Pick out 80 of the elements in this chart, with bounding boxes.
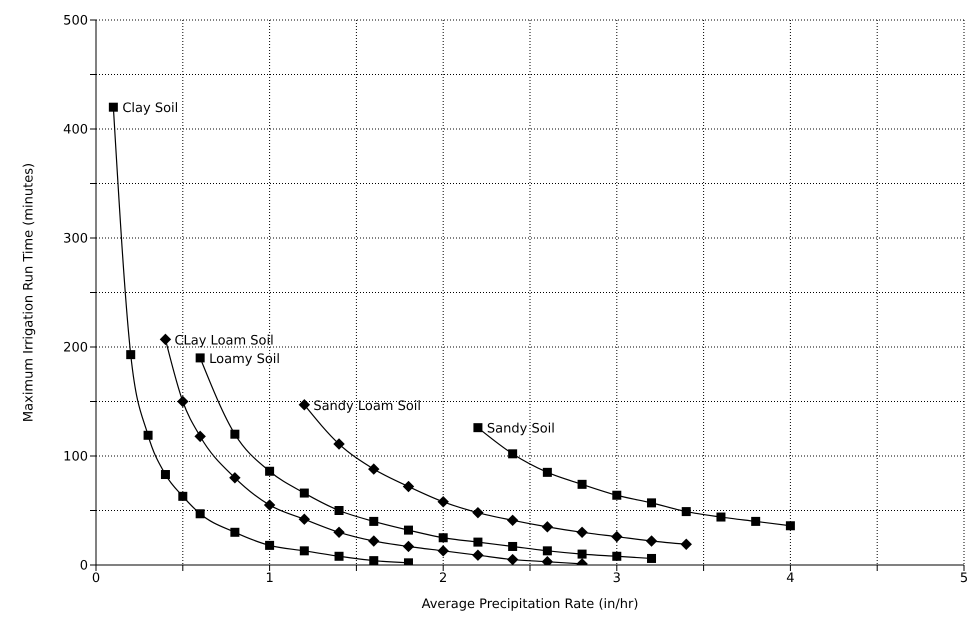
- point: [368, 464, 380, 475]
- point: [334, 552, 344, 561]
- point: [369, 556, 378, 565]
- point: [264, 500, 276, 511]
- x-tick-label: 4: [786, 571, 795, 586]
- point: [230, 528, 240, 537]
- point: [404, 526, 413, 535]
- point: [298, 399, 310, 410]
- point: [542, 468, 552, 477]
- point: [578, 480, 587, 489]
- point: [611, 531, 622, 542]
- y-tick-label: 300: [63, 232, 88, 247]
- point: [647, 498, 656, 508]
- point: [612, 490, 622, 500]
- y-tick-label: 0: [80, 558, 88, 574]
- point: [334, 526, 345, 538]
- point: [404, 558, 413, 565]
- point: [647, 554, 656, 563]
- x-tick-label: 5: [960, 571, 968, 586]
- point: [402, 481, 414, 492]
- point: [334, 438, 345, 450]
- point: [507, 514, 518, 526]
- point: [369, 516, 378, 526]
- point: [160, 470, 170, 480]
- y-tick-label: 100: [63, 450, 88, 465]
- point: [300, 488, 309, 498]
- series-label: Clay Soil: [122, 101, 178, 116]
- point: [177, 396, 188, 407]
- point: [542, 556, 553, 565]
- y-tick-label: 500: [63, 14, 88, 29]
- point: [508, 449, 518, 458]
- point: [108, 102, 118, 112]
- y-tick-label: 400: [63, 122, 88, 138]
- point: [438, 533, 448, 542]
- point: [646, 536, 658, 547]
- point: [472, 550, 484, 561]
- x-tick-label: 1: [265, 571, 274, 586]
- point: [300, 546, 309, 556]
- point: [542, 521, 553, 532]
- x-axis-title: Average Precipitation Rate (in/hr): [422, 597, 638, 612]
- point: [368, 536, 380, 547]
- point: [612, 552, 622, 561]
- point: [472, 507, 484, 518]
- point: [298, 514, 310, 525]
- point: [402, 540, 414, 552]
- series-label: Sandy Soil: [486, 422, 555, 437]
- point: [473, 423, 482, 432]
- point: [178, 492, 188, 501]
- point: [751, 516, 760, 526]
- point: [160, 334, 171, 345]
- point: [542, 546, 552, 556]
- series-label: Sandy Loam Soil: [313, 398, 422, 414]
- point: [265, 466, 274, 476]
- x-tick-label: 0: [92, 571, 100, 586]
- point: [144, 430, 153, 440]
- point: [265, 540, 274, 550]
- x-tick-label: 2: [439, 571, 448, 586]
- point: [230, 430, 240, 439]
- y-axis-title: Maximum Irrigation Run Time (minutes): [22, 162, 37, 422]
- point: [194, 430, 206, 442]
- point: [716, 512, 726, 522]
- point: [229, 472, 240, 484]
- point: [196, 509, 205, 518]
- point: [680, 538, 692, 550]
- point: [334, 506, 344, 515]
- point: [473, 538, 482, 547]
- point: [126, 350, 136, 360]
- x-tick-label: 3: [612, 571, 621, 586]
- point: [507, 554, 518, 565]
- y-tick-label: 200: [63, 340, 88, 356]
- point: [438, 496, 449, 508]
- series-label: Loamy Soil: [209, 352, 280, 367]
- point: [576, 526, 588, 538]
- point: [438, 545, 449, 556]
- series-label: CLay Loam Soil: [174, 333, 274, 348]
- point: [508, 542, 518, 551]
- point: [578, 550, 587, 559]
- point: [682, 507, 691, 516]
- point: [196, 353, 205, 362]
- point: [786, 521, 795, 530]
